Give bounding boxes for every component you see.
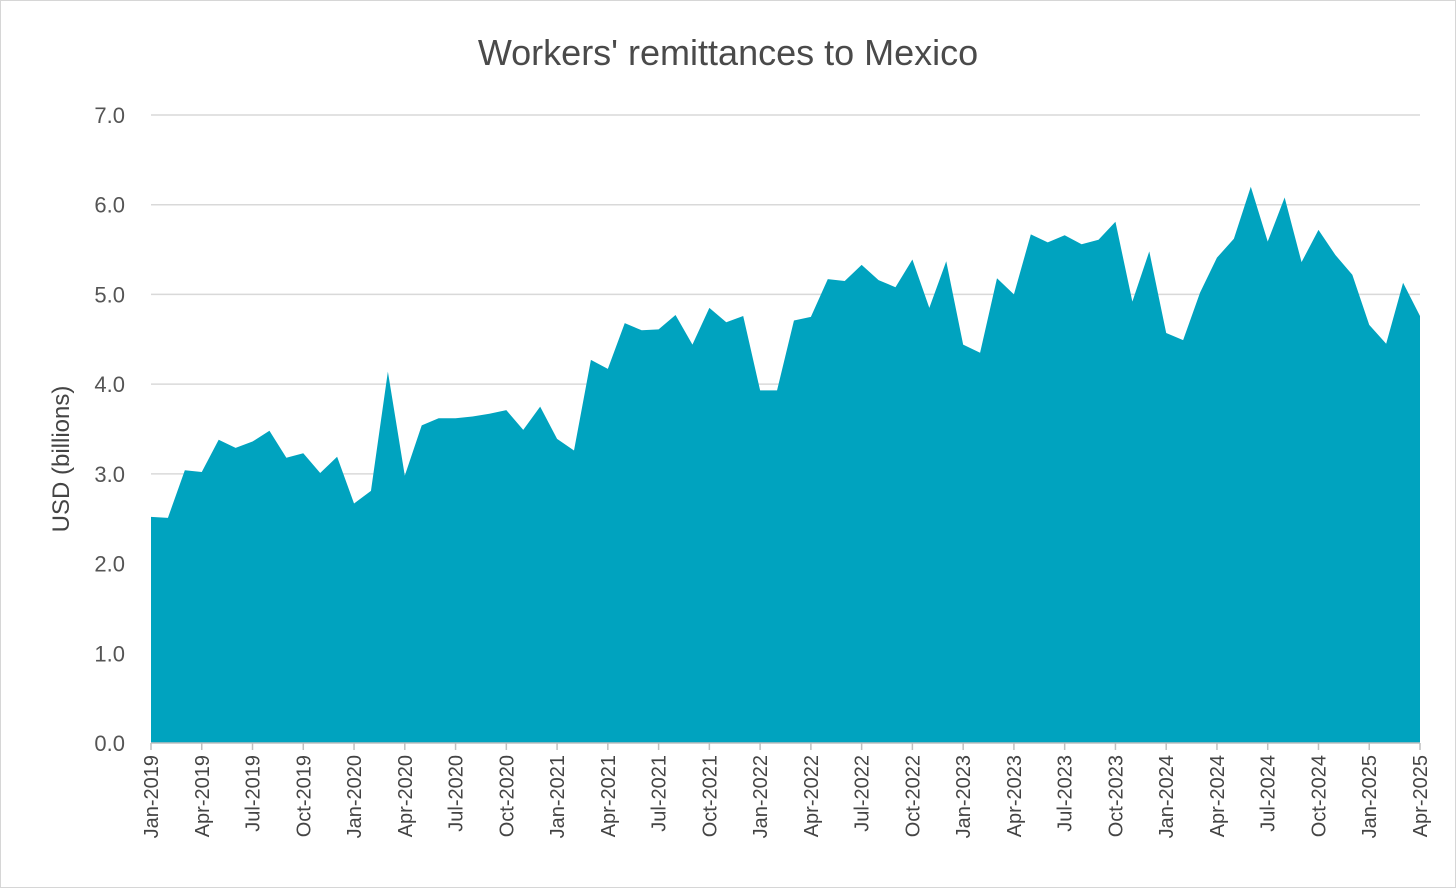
x-tick-label: Oct-2024 [1308, 755, 1330, 837]
x-tick-label: Jul-2019 [243, 755, 265, 832]
x-tick-labels: Jan-2019 Apr-2019 Jul-2019 Oct-2019 Jan-2020… [141, 755, 1432, 838]
x-tick-label: Oct-2022 [902, 755, 924, 837]
x-tick-label: Apr-2020 [395, 755, 417, 837]
x-tick-label: Jan-2024 [1156, 755, 1178, 838]
x-tick-label: Jul-2021 [649, 755, 671, 832]
area-fill [151, 186, 1420, 743]
x-tick-label: Oct-2023 [1105, 755, 1127, 837]
x-tick-label: Jan-2021 [547, 755, 569, 838]
x-tick-label: Jan-2022 [750, 755, 772, 838]
x-tick-label: Jan-2023 [953, 755, 975, 838]
chart-title: Workers' remittances to Mexico [478, 32, 978, 73]
x-tick-label: Jul-2023 [1055, 755, 1077, 832]
x-tick-label: Apr-2021 [598, 755, 620, 837]
x-tick-label: Apr-2024 [1207, 755, 1229, 837]
y-tick-labels: 0.0 1.0 2.0 3.0 4.0 5.0 6.0 7.0 [94, 103, 125, 756]
y-tick-label: 0.0 [94, 731, 125, 756]
axes [150, 742, 1421, 750]
x-tick-label: Jan-2025 [1359, 755, 1381, 838]
x-tick-label: Jul-2020 [446, 755, 468, 832]
x-tick-label: Apr-2022 [801, 755, 823, 837]
area-series [151, 186, 1420, 743]
x-tick-label: Jul-2022 [852, 755, 874, 832]
x-tick-label: Oct-2019 [293, 755, 315, 837]
y-axis-label: USD (billions) [48, 386, 75, 533]
x-tick-label: Oct-2021 [699, 755, 721, 837]
y-tick-label: 7.0 [94, 103, 125, 128]
x-tick-label: Apr-2023 [1004, 755, 1026, 837]
y-tick-label: 4.0 [94, 372, 125, 397]
x-tick-label: Oct-2020 [496, 755, 518, 837]
x-tick-label: Jan-2020 [344, 755, 366, 838]
y-tick-label: 6.0 [94, 193, 125, 218]
x-tick-label: Jul-2024 [1258, 755, 1280, 832]
x-tick-label: Jan-2019 [141, 755, 163, 838]
y-tick-label: 1.0 [94, 641, 125, 666]
y-tick-label: 5.0 [94, 282, 125, 307]
x-tick-label: Apr-2019 [192, 755, 214, 837]
y-tick-label: 2.0 [94, 552, 125, 577]
x-tick-label: Apr-2025 [1410, 755, 1432, 837]
y-tick-label: 3.0 [94, 462, 125, 487]
